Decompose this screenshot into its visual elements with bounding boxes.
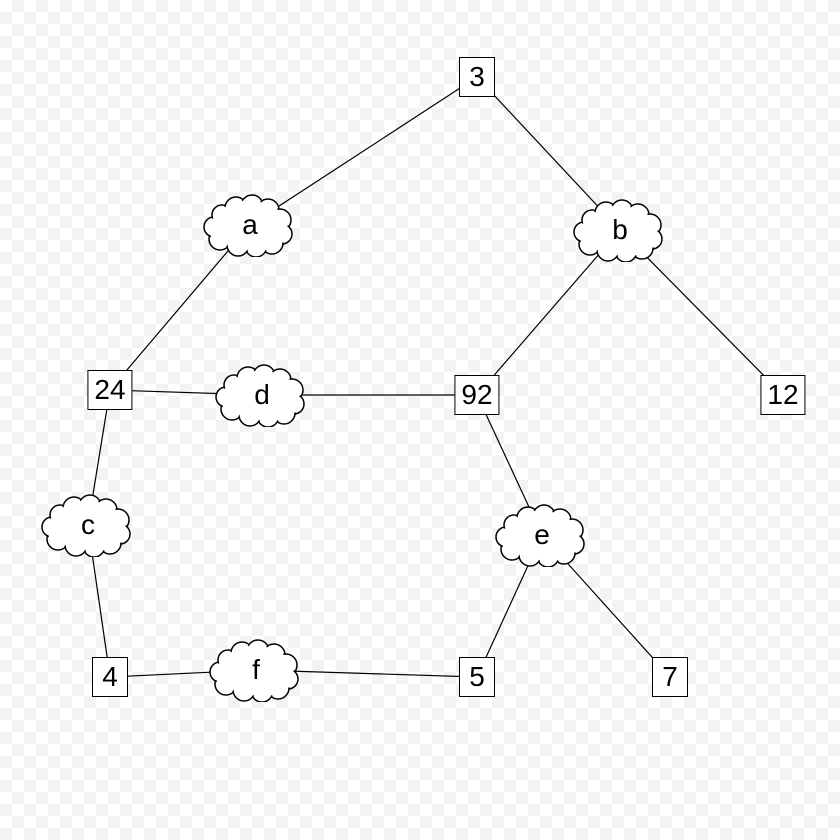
rect-node-label: 4	[102, 663, 118, 691]
cloud-node-label: e	[534, 521, 550, 549]
rect-node-label: 24	[94, 376, 125, 404]
cloud-node-label: c	[81, 511, 95, 539]
cloud-node-cf: f	[206, 638, 306, 702]
rect-node-n3: 3	[459, 57, 495, 97]
rect-node-label: 7	[662, 663, 678, 691]
cloud-node-label: f	[252, 656, 260, 684]
cloud-node-cd: d	[212, 363, 312, 427]
rect-node-label: 5	[469, 663, 485, 691]
rect-node-n12: 12	[760, 375, 805, 415]
transparency-checkerboard	[0, 0, 840, 840]
rect-node-n5: 5	[459, 657, 495, 697]
rect-node-label: 92	[461, 381, 492, 409]
cloud-node-cc: c	[38, 493, 138, 557]
rect-node-n24: 24	[87, 370, 132, 410]
rect-node-label: 3	[469, 63, 485, 91]
cloud-node-label: d	[254, 381, 270, 409]
cloud-node-ca: a	[200, 193, 300, 257]
rect-node-label: 12	[767, 381, 798, 409]
cloud-node-label: b	[612, 216, 628, 244]
rect-node-n4: 4	[92, 657, 128, 697]
rect-node-n92: 92	[454, 375, 499, 415]
rect-node-n7: 7	[652, 657, 688, 697]
cloud-node-cb: b	[570, 198, 670, 262]
cloud-node-label: a	[242, 211, 258, 239]
cloud-node-ce: e	[492, 503, 592, 567]
